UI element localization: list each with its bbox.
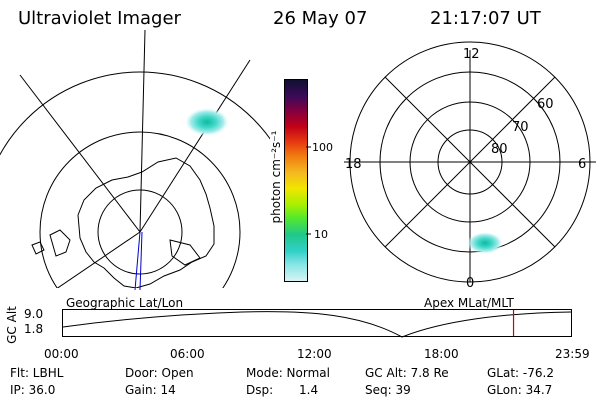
timeline-plot: [62, 309, 572, 338]
aurora-spot-mag: [467, 232, 503, 254]
mode-info: Mode: Normal: [246, 366, 330, 380]
geographic-map: [0, 30, 270, 290]
timeline-xtick-4: 23:59: [555, 347, 590, 361]
dsp-label: Dsp:: [246, 383, 274, 397]
mag-panel-label: Apex MLat/MLT: [424, 296, 514, 310]
mlt-label-top: 12: [463, 47, 480, 62]
timeline-ytick-high: 9.0: [24, 307, 44, 321]
door-info: Door: Open: [125, 366, 194, 380]
colorbar: [284, 79, 308, 282]
mlt-label-bottom: 0: [466, 276, 475, 291]
gc-alt-info: GC Alt: 7.8 Re: [365, 366, 449, 380]
colorbar-ticks: [306, 146, 311, 235]
timeline-xtick-0: 00:00: [44, 347, 79, 361]
gain-info: Gain: 14: [125, 383, 176, 397]
header-time: 21:17:07 UT: [430, 8, 541, 29]
geo-panel-label: Geographic Lat/Lon: [66, 296, 184, 310]
timeline-xtick-1: 06:00: [170, 347, 205, 361]
app-title: Ultraviolet Imager: [18, 8, 181, 29]
timeline-xtick-2: 12:00: [297, 347, 332, 361]
timeline-xtick-3: 18:00: [424, 347, 459, 361]
aurora-spot-geo: [185, 108, 229, 136]
lat-label-60: 60: [537, 97, 554, 112]
colorbar-tick-10: 10: [314, 228, 328, 241]
mlt-label-left: 18: [345, 157, 362, 172]
lat-label-70: 70: [512, 120, 529, 135]
ip-info: IP: 36.0: [10, 383, 56, 397]
lat-label-80: 80: [491, 142, 508, 157]
colorbar-unit-label: photon cm⁻²s⁻¹: [269, 130, 283, 224]
timeline-ytick-low: 1.8: [24, 322, 44, 336]
glon-info: GLon: 34.7: [487, 383, 553, 397]
mlt-label-right: 6: [578, 157, 587, 172]
filter-info: Flt: LBHL: [10, 366, 64, 380]
seq-info: Seq: 39: [365, 383, 411, 397]
magnetic-map: [344, 41, 596, 283]
timeline-axis-label: GC Alt: [5, 306, 19, 344]
dsp-value: 1.4: [299, 383, 319, 397]
glat-info: GLat: -76.2: [487, 366, 554, 380]
header-date: 26 May 07: [273, 8, 368, 29]
colorbar-tick-100: 100: [312, 141, 333, 154]
